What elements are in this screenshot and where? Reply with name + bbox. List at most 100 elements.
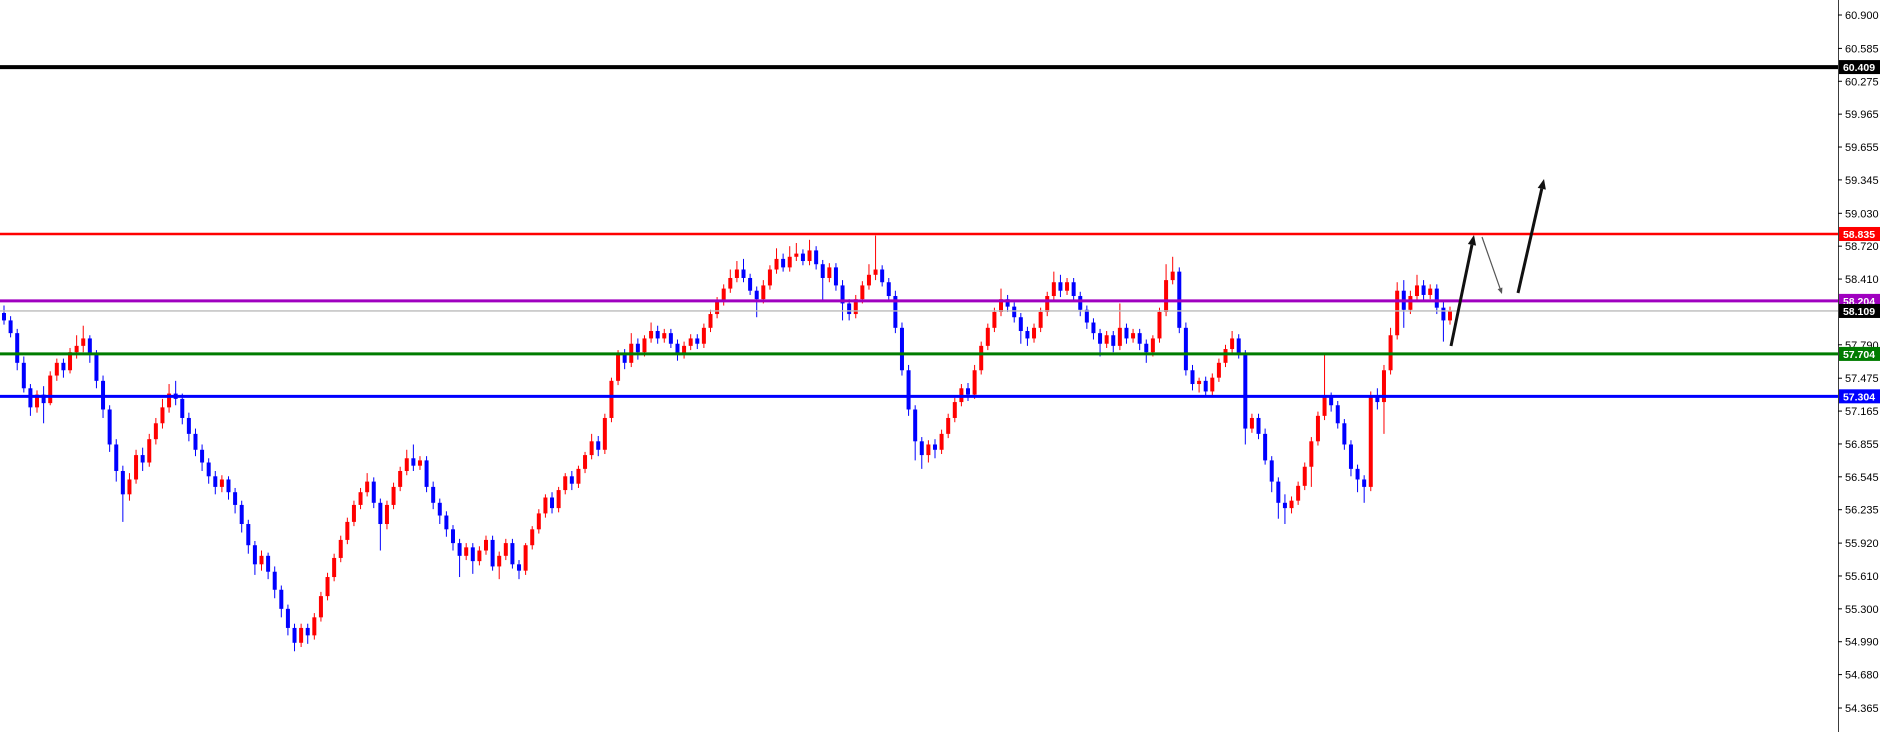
candle-up (999, 299, 1004, 312)
candle-up (1117, 327, 1122, 346)
candle-up (484, 539, 488, 551)
candle-down (87, 338, 92, 355)
candle-down (437, 502, 442, 516)
candle-up (54, 362, 59, 376)
candle-up (1038, 311, 1043, 328)
candle-up (794, 253, 799, 257)
horizontal-levels-layer (0, 65, 1838, 398)
candle-down (411, 458, 416, 466)
support-line-57704-label-box (1839, 346, 1880, 361)
candle-down (913, 409, 918, 442)
candle-up (1032, 327, 1037, 339)
candle-down (1058, 282, 1063, 291)
candle-up (682, 345, 687, 355)
candle-up (1104, 335, 1109, 344)
candle-up (384, 504, 389, 525)
candle-up (827, 267, 832, 278)
support-line-57304-label-box (1839, 389, 1880, 404)
candle-down (1342, 423, 1347, 445)
candle-up (946, 417, 951, 434)
candle-down (94, 354, 99, 381)
candle-up (1315, 415, 1320, 442)
candle-down (140, 455, 145, 463)
candle-up (464, 547, 469, 556)
candle-up (860, 285, 865, 300)
candle-up (979, 345, 984, 371)
candle-down (1012, 306, 1017, 318)
candle-down (371, 481, 376, 503)
candle-up (74, 345, 79, 353)
candle-up (1210, 377, 1215, 392)
candle-down (833, 267, 838, 286)
candle-down (820, 264, 825, 278)
candle-down (1434, 288, 1439, 308)
candle-up (1428, 288, 1433, 295)
projection-pullback-line[interactable] (1481, 236, 1503, 294)
candle-up (345, 521, 350, 540)
candle-up (68, 352, 73, 371)
candle-up (602, 417, 607, 450)
candle-down (1071, 282, 1076, 297)
candle-up (721, 288, 726, 302)
candle-up (992, 311, 997, 328)
candle-down (748, 277, 753, 291)
candle-up (1065, 282, 1070, 291)
candle-down (200, 449, 205, 463)
candle-down (899, 327, 904, 371)
current-price-line-58109-label: 58.109 (1843, 306, 1875, 318)
candle-down (966, 388, 970, 395)
candle-down (444, 515, 449, 530)
candle-up (583, 455, 588, 469)
candle-down (840, 285, 845, 304)
candle-up (523, 545, 528, 571)
candle-down (906, 370, 911, 410)
candle-up (985, 327, 990, 346)
candle-up (1223, 349, 1228, 363)
candle-down (8, 320, 13, 334)
candle-down (1183, 327, 1188, 371)
axis-background (1838, 0, 1880, 732)
candle-down (186, 417, 191, 434)
candle-down (61, 362, 66, 371)
projection-arrow-up-1[interactable] (1449, 235, 1477, 347)
candle-down (180, 398, 185, 418)
candle-down (847, 303, 852, 315)
projection-arrow-up-2[interactable] (1516, 179, 1546, 294)
candle-down (1025, 331, 1030, 339)
projection-pullback-line-shaft[interactable] (1481, 236, 1501, 289)
candle-up (543, 497, 548, 514)
price-tick-label: 56.855 (1845, 439, 1879, 451)
candle-up (728, 277, 733, 289)
candle-down (1269, 460, 1274, 482)
candle-up (715, 301, 720, 315)
price-tick-label: 54.680 (1845, 670, 1879, 682)
candle-down (279, 589, 284, 609)
candle-up (853, 299, 858, 315)
candle-up (1296, 485, 1301, 501)
candle-up (1322, 396, 1327, 416)
candle-down (233, 492, 238, 505)
price-tick-label: 59.655 (1845, 142, 1879, 154)
candle-down (1375, 396, 1380, 403)
candle-up (497, 555, 502, 567)
candle-up (167, 393, 172, 408)
projection-arrow-up-2-shaft[interactable] (1516, 188, 1544, 294)
price-axis: 60.900 60.585 60.275 59.965 59.655 59.345 59.0… (1838, 0, 1880, 732)
resistance-line-60409-label: 60.409 (1843, 62, 1875, 74)
price-tick-label: 58.720 (1845, 241, 1879, 253)
candle-up (358, 492, 363, 505)
candle-up (1230, 338, 1235, 350)
candle-down (814, 250, 819, 265)
candle-up (312, 617, 317, 636)
candle-up (642, 338, 647, 353)
candle-up (1414, 285, 1419, 297)
candle-down (226, 479, 231, 493)
candle-up (873, 269, 878, 275)
candle-up (1131, 333, 1136, 339)
candle-up (81, 338, 86, 346)
candle-down (1137, 333, 1142, 344)
projection-arrow-up-1-shaft[interactable] (1449, 244, 1474, 347)
candle-up (662, 333, 667, 339)
candle-down (1111, 335, 1116, 346)
